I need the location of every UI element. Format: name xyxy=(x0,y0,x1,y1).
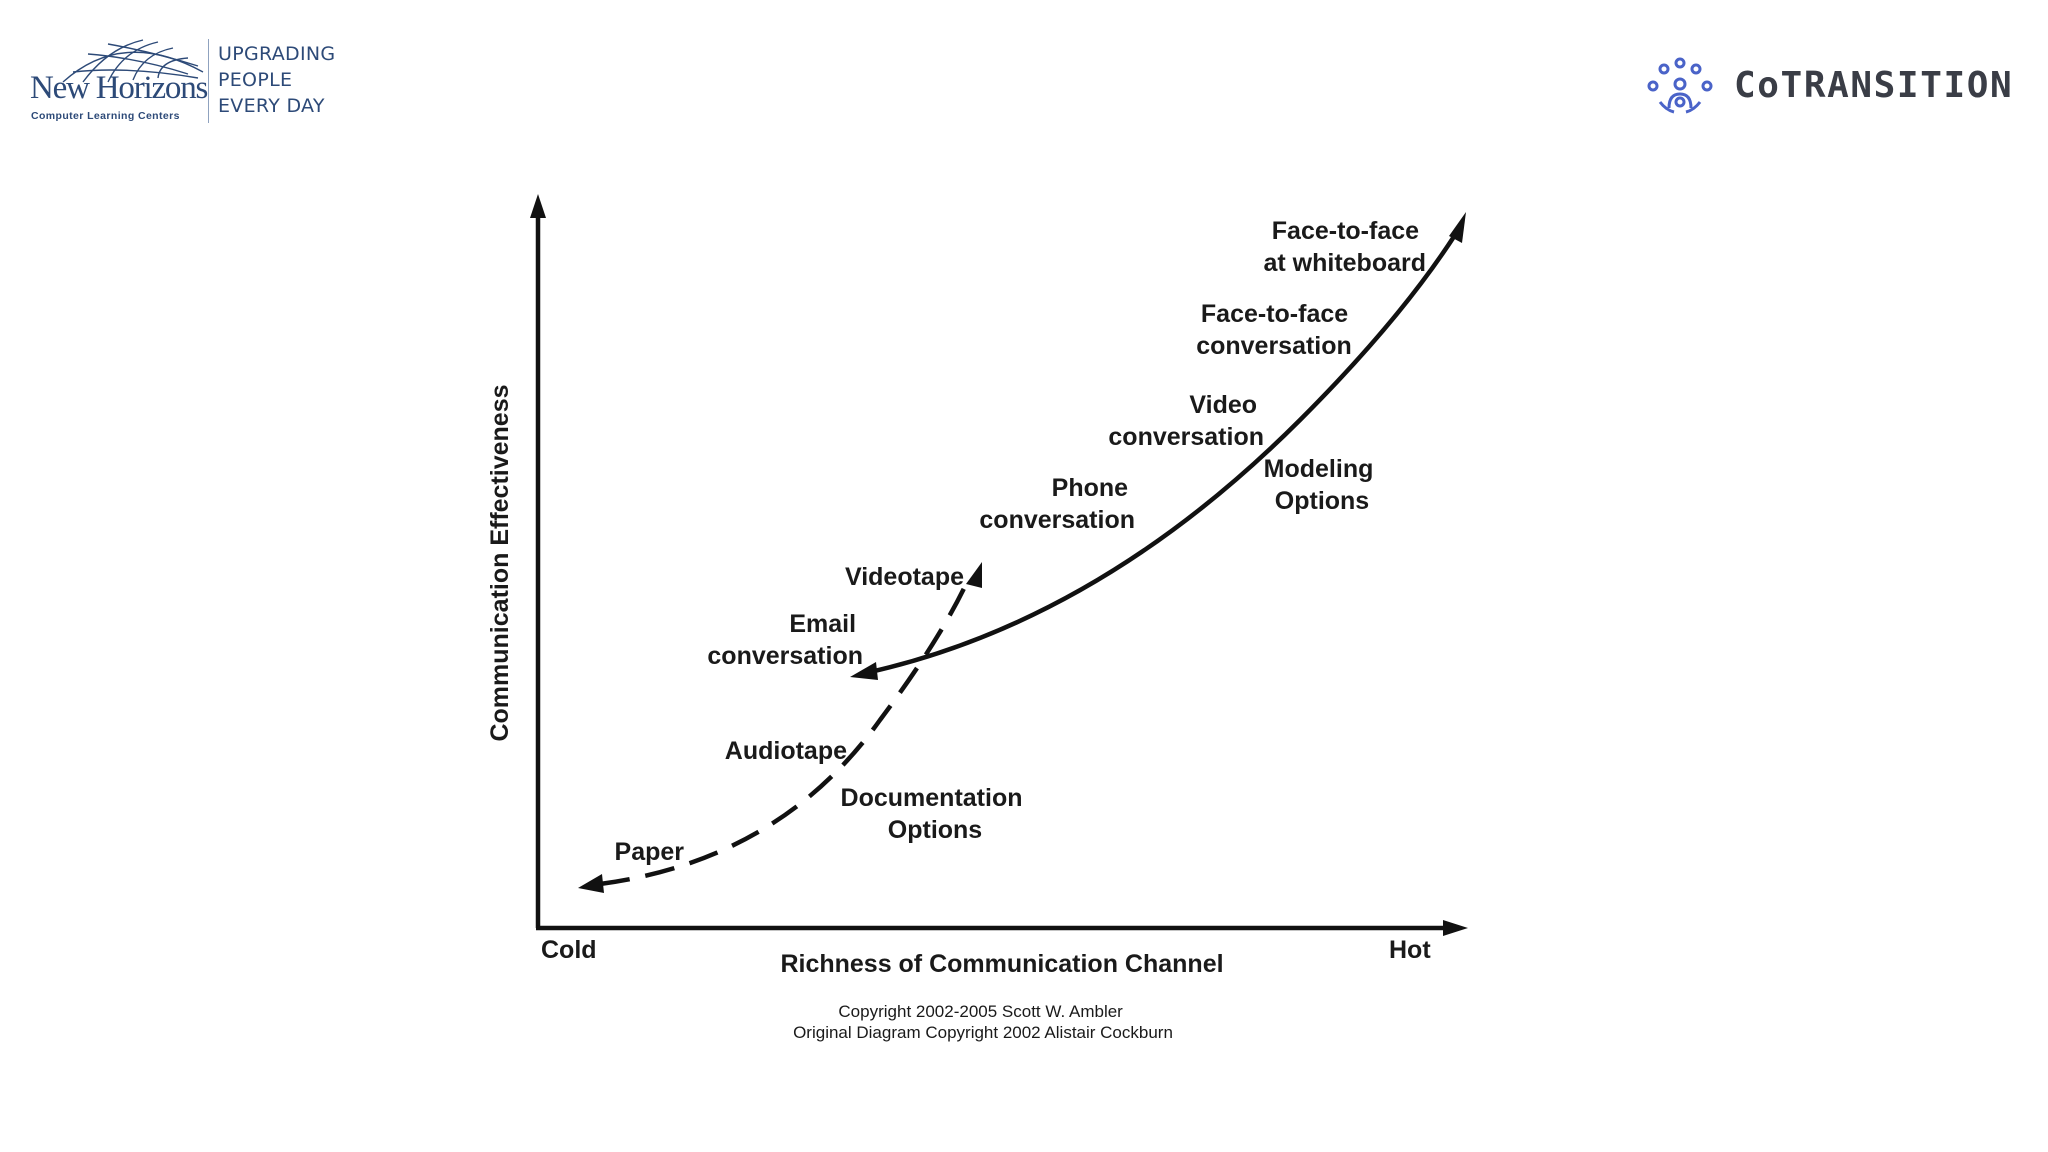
label-videotape: Videotape xyxy=(845,563,964,591)
label-video-conversation: Video conversation xyxy=(1108,391,1264,451)
new-horizons-logo: New Horizons Computer Learning Centers U… xyxy=(28,36,358,136)
label-paper: Paper xyxy=(615,838,685,866)
label-face-to-face-whiteboard: Face-to-face at whiteboard xyxy=(1263,217,1426,277)
x-axis xyxy=(536,920,1468,936)
tagline-line-3: EVERY DAY xyxy=(218,95,325,117)
label-email-conversation: Email conversation xyxy=(707,610,863,670)
tagline-line-1: UPGRADING xyxy=(218,43,336,65)
x-axis-label: Richness of Communication Channel xyxy=(780,950,1223,978)
network-people-icon xyxy=(1647,57,1713,114)
label-modeling-options: Modeling Options xyxy=(1264,455,1381,515)
modeling-options-curve xyxy=(850,212,1466,680)
label-face-to-face-conversation: Face-to-face conversation xyxy=(1196,300,1355,360)
y-axis xyxy=(530,194,546,928)
x-axis-max-label: Hot xyxy=(1389,936,1431,964)
label-phone-conversation: Phone conversation xyxy=(979,474,1135,534)
label-audiotape: Audiotape xyxy=(725,737,847,765)
documentation-options-curve xyxy=(578,562,982,893)
new-horizons-subtitle: Computer Learning Centers xyxy=(31,110,180,122)
y-axis-label: Communication Effectiveness xyxy=(486,384,514,741)
cotransition-wordmark: CoTRANSITION xyxy=(1734,65,2014,106)
copyright-note: Copyright 2002-2005 Scott W. Ambler Orig… xyxy=(793,1002,1173,1042)
logo-divider xyxy=(208,39,209,123)
globe-arc-icon xyxy=(62,39,204,83)
tagline-line-2: PEOPLE xyxy=(218,69,293,91)
x-axis-min-label: Cold xyxy=(541,936,597,964)
cotransition-logo: CoTRANSITION xyxy=(1646,56,2012,120)
tagline: UPGRADING PEOPLE EVERY DAY xyxy=(218,41,335,119)
label-documentation-options: Documentation Options xyxy=(841,784,1030,844)
new-horizons-wordmark: New Horizons xyxy=(30,70,208,106)
